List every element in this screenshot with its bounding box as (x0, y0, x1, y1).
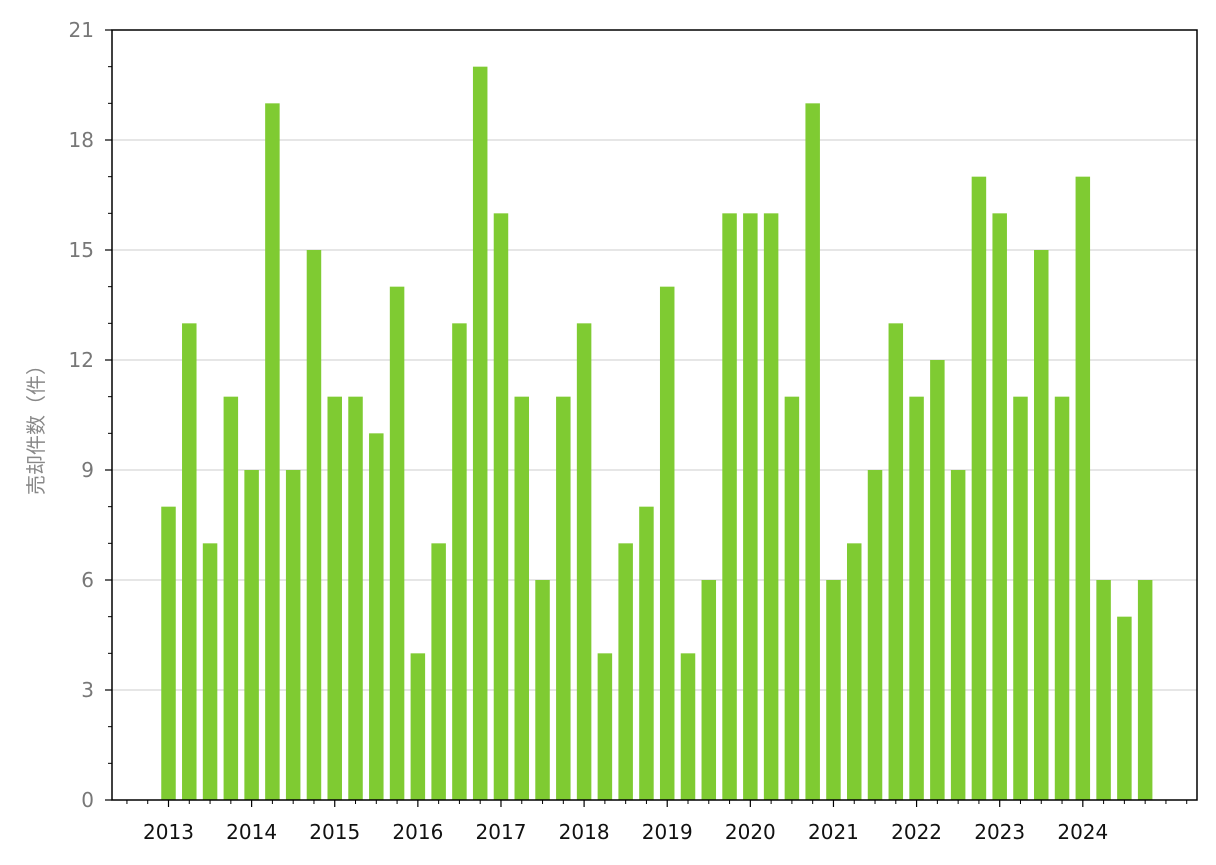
bar (431, 543, 446, 800)
bar (306, 250, 322, 800)
x-tick-label: 2024 (1057, 820, 1108, 844)
y-tick-label: 3 (81, 678, 94, 702)
bar (327, 396, 342, 800)
bar (930, 360, 945, 800)
bar (348, 396, 363, 800)
bar (285, 470, 301, 800)
bar (992, 213, 1007, 801)
bar (784, 396, 800, 800)
y-tick-label: 12 (69, 348, 94, 372)
bar (867, 470, 883, 800)
bar (161, 506, 176, 800)
bar (514, 396, 530, 800)
bar (680, 653, 696, 800)
bar (701, 580, 717, 800)
bar (743, 213, 758, 801)
bar (1096, 580, 1111, 800)
bar (389, 286, 405, 801)
bar (846, 543, 862, 800)
x-tick-label: 2020 (725, 820, 776, 844)
bar (1034, 250, 1049, 800)
y-tick-label: 0 (81, 788, 94, 812)
x-tick-label: 2023 (974, 820, 1025, 844)
y-axis: 0 3 6 9 12 15 18 21 (69, 18, 112, 812)
bar (1013, 396, 1028, 800)
bar (244, 470, 259, 800)
bar (493, 213, 509, 801)
y-tick-label: 21 (69, 18, 94, 42)
bar (535, 580, 550, 800)
x-tick-label: 2015 (309, 820, 360, 844)
y-tick-label: 18 (69, 128, 94, 152)
x-tick-label: 2018 (559, 820, 610, 844)
x-tick-label: 2017 (476, 820, 527, 844)
bar (659, 286, 675, 801)
bar (805, 103, 820, 801)
x-tick-label: 2019 (642, 820, 693, 844)
bar (909, 396, 924, 800)
x-tick-label: 2016 (392, 820, 443, 844)
bars (161, 66, 1153, 801)
bar (1075, 176, 1091, 800)
x-tick-label: 2014 (226, 820, 277, 844)
plot-frame (111, 29, 1198, 801)
bar (223, 396, 239, 800)
bar (472, 66, 488, 800)
x-tick-label: 2021 (808, 820, 859, 844)
bar (410, 653, 426, 800)
bar (265, 103, 280, 801)
y-tick-label: 15 (69, 238, 94, 262)
bar (202, 543, 218, 800)
bar (556, 396, 571, 800)
bar (639, 506, 654, 800)
bar (576, 323, 592, 800)
y-tick-label: 6 (81, 568, 94, 592)
bar (971, 176, 987, 800)
bar (950, 470, 966, 800)
bar (369, 433, 384, 800)
x-tick-label: 2013 (143, 820, 194, 844)
bar (618, 543, 633, 800)
bar (888, 323, 904, 800)
bar (1137, 580, 1153, 800)
bar (452, 323, 467, 800)
bar (1117, 616, 1132, 800)
bar (1054, 396, 1070, 800)
bar (597, 653, 613, 800)
bar (826, 580, 841, 800)
x-axis: 2013 2014 2015 2016 2017 2018 2019 2020 2021 2022… (126, 800, 1188, 844)
x-tick-label: 2022 (891, 820, 942, 844)
bar (763, 213, 779, 801)
y-axis-label: 売却件数（件） (24, 355, 48, 495)
y-tick-label: 9 (81, 458, 94, 482)
bar (182, 323, 197, 800)
bar (722, 213, 737, 801)
